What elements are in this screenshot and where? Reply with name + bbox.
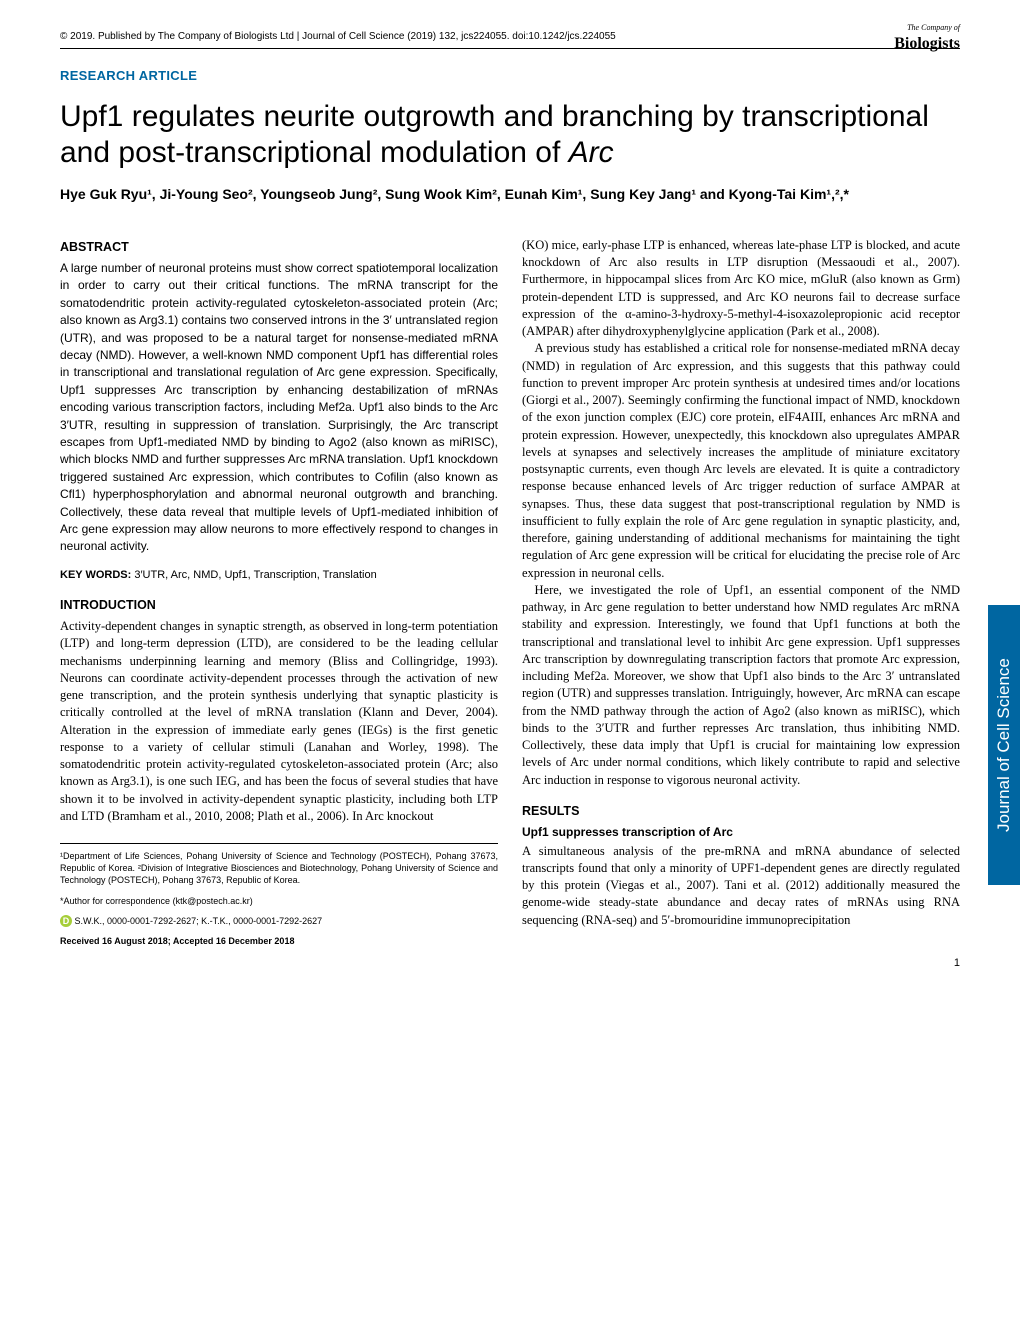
logo-company-text: The Company of — [894, 22, 960, 33]
logo-biologists-text: Biologists — [894, 33, 960, 55]
journal-side-tab: Journal of Cell Science — [988, 605, 1020, 885]
right-column: (KO) mice, early-phase LTP is enhanced, … — [522, 237, 960, 956]
left-column: ABSTRACT A large number of neuronal prot… — [60, 237, 498, 956]
col2-p1: (KO) mice, early-phase LTP is enhanced, … — [522, 237, 960, 341]
col2-p2: A previous study has established a criti… — [522, 340, 960, 582]
orcid-line: D S.W.K., 0000-0001-7292-2627; K.-T.K., … — [60, 915, 498, 928]
intro-p1: Activity-dependent changes in synaptic s… — [60, 618, 498, 825]
orcid-text: S.W.K., 0000-0001-7292-2627; K.-T.K., 00… — [75, 916, 323, 926]
orcid-icon: D — [60, 915, 72, 927]
page-number: 1 — [954, 956, 960, 971]
keywords-label: KEY WORDS: — [60, 569, 131, 581]
article-type: RESEARCH ARTICLE — [60, 67, 960, 85]
results-p1: A simultaneous analysis of the pre-mRNA … — [522, 843, 960, 929]
affiliation-block: ¹Department of Life Sciences, Pohang Uni… — [60, 843, 498, 947]
keywords-text: 3′UTR, Arc, NMD, Upf1, Transcription, Tr… — [134, 569, 376, 581]
results-head: RESULTS — [522, 803, 960, 820]
title-gene: Arc — [569, 136, 614, 169]
abstract-head: ABSTRACT — [60, 239, 498, 256]
article-title: Upf1 regulates neurite outgrowth and bra… — [60, 99, 960, 171]
affiliations: ¹Department of Life Sciences, Pohang Uni… — [60, 850, 498, 886]
author-line: Hye Guk Ryu¹, Ji-Young Seo², Youngseob J… — [60, 185, 960, 205]
article-dates: Received 16 August 2018; Accepted 16 Dec… — [60, 935, 498, 947]
keywords: KEY WORDS: 3′UTR, Arc, NMD, Upf1, Transc… — [60, 568, 498, 583]
col2-p3: Here, we investigated the role of Upf1, … — [522, 582, 960, 789]
correspondence: *Author for correspondence (ktk@postech.… — [60, 895, 498, 907]
header-copyright: © 2019. Published by The Company of Biol… — [60, 30, 960, 49]
publisher-logo: The Company of Biologists — [894, 22, 960, 56]
results-subhead: Upf1 suppresses transcription of Arc — [522, 824, 960, 841]
abstract-text: A large number of neuronal proteins must… — [60, 260, 498, 556]
intro-head: INTRODUCTION — [60, 597, 498, 614]
title-text: Upf1 regulates neurite outgrowth and bra… — [60, 100, 929, 169]
